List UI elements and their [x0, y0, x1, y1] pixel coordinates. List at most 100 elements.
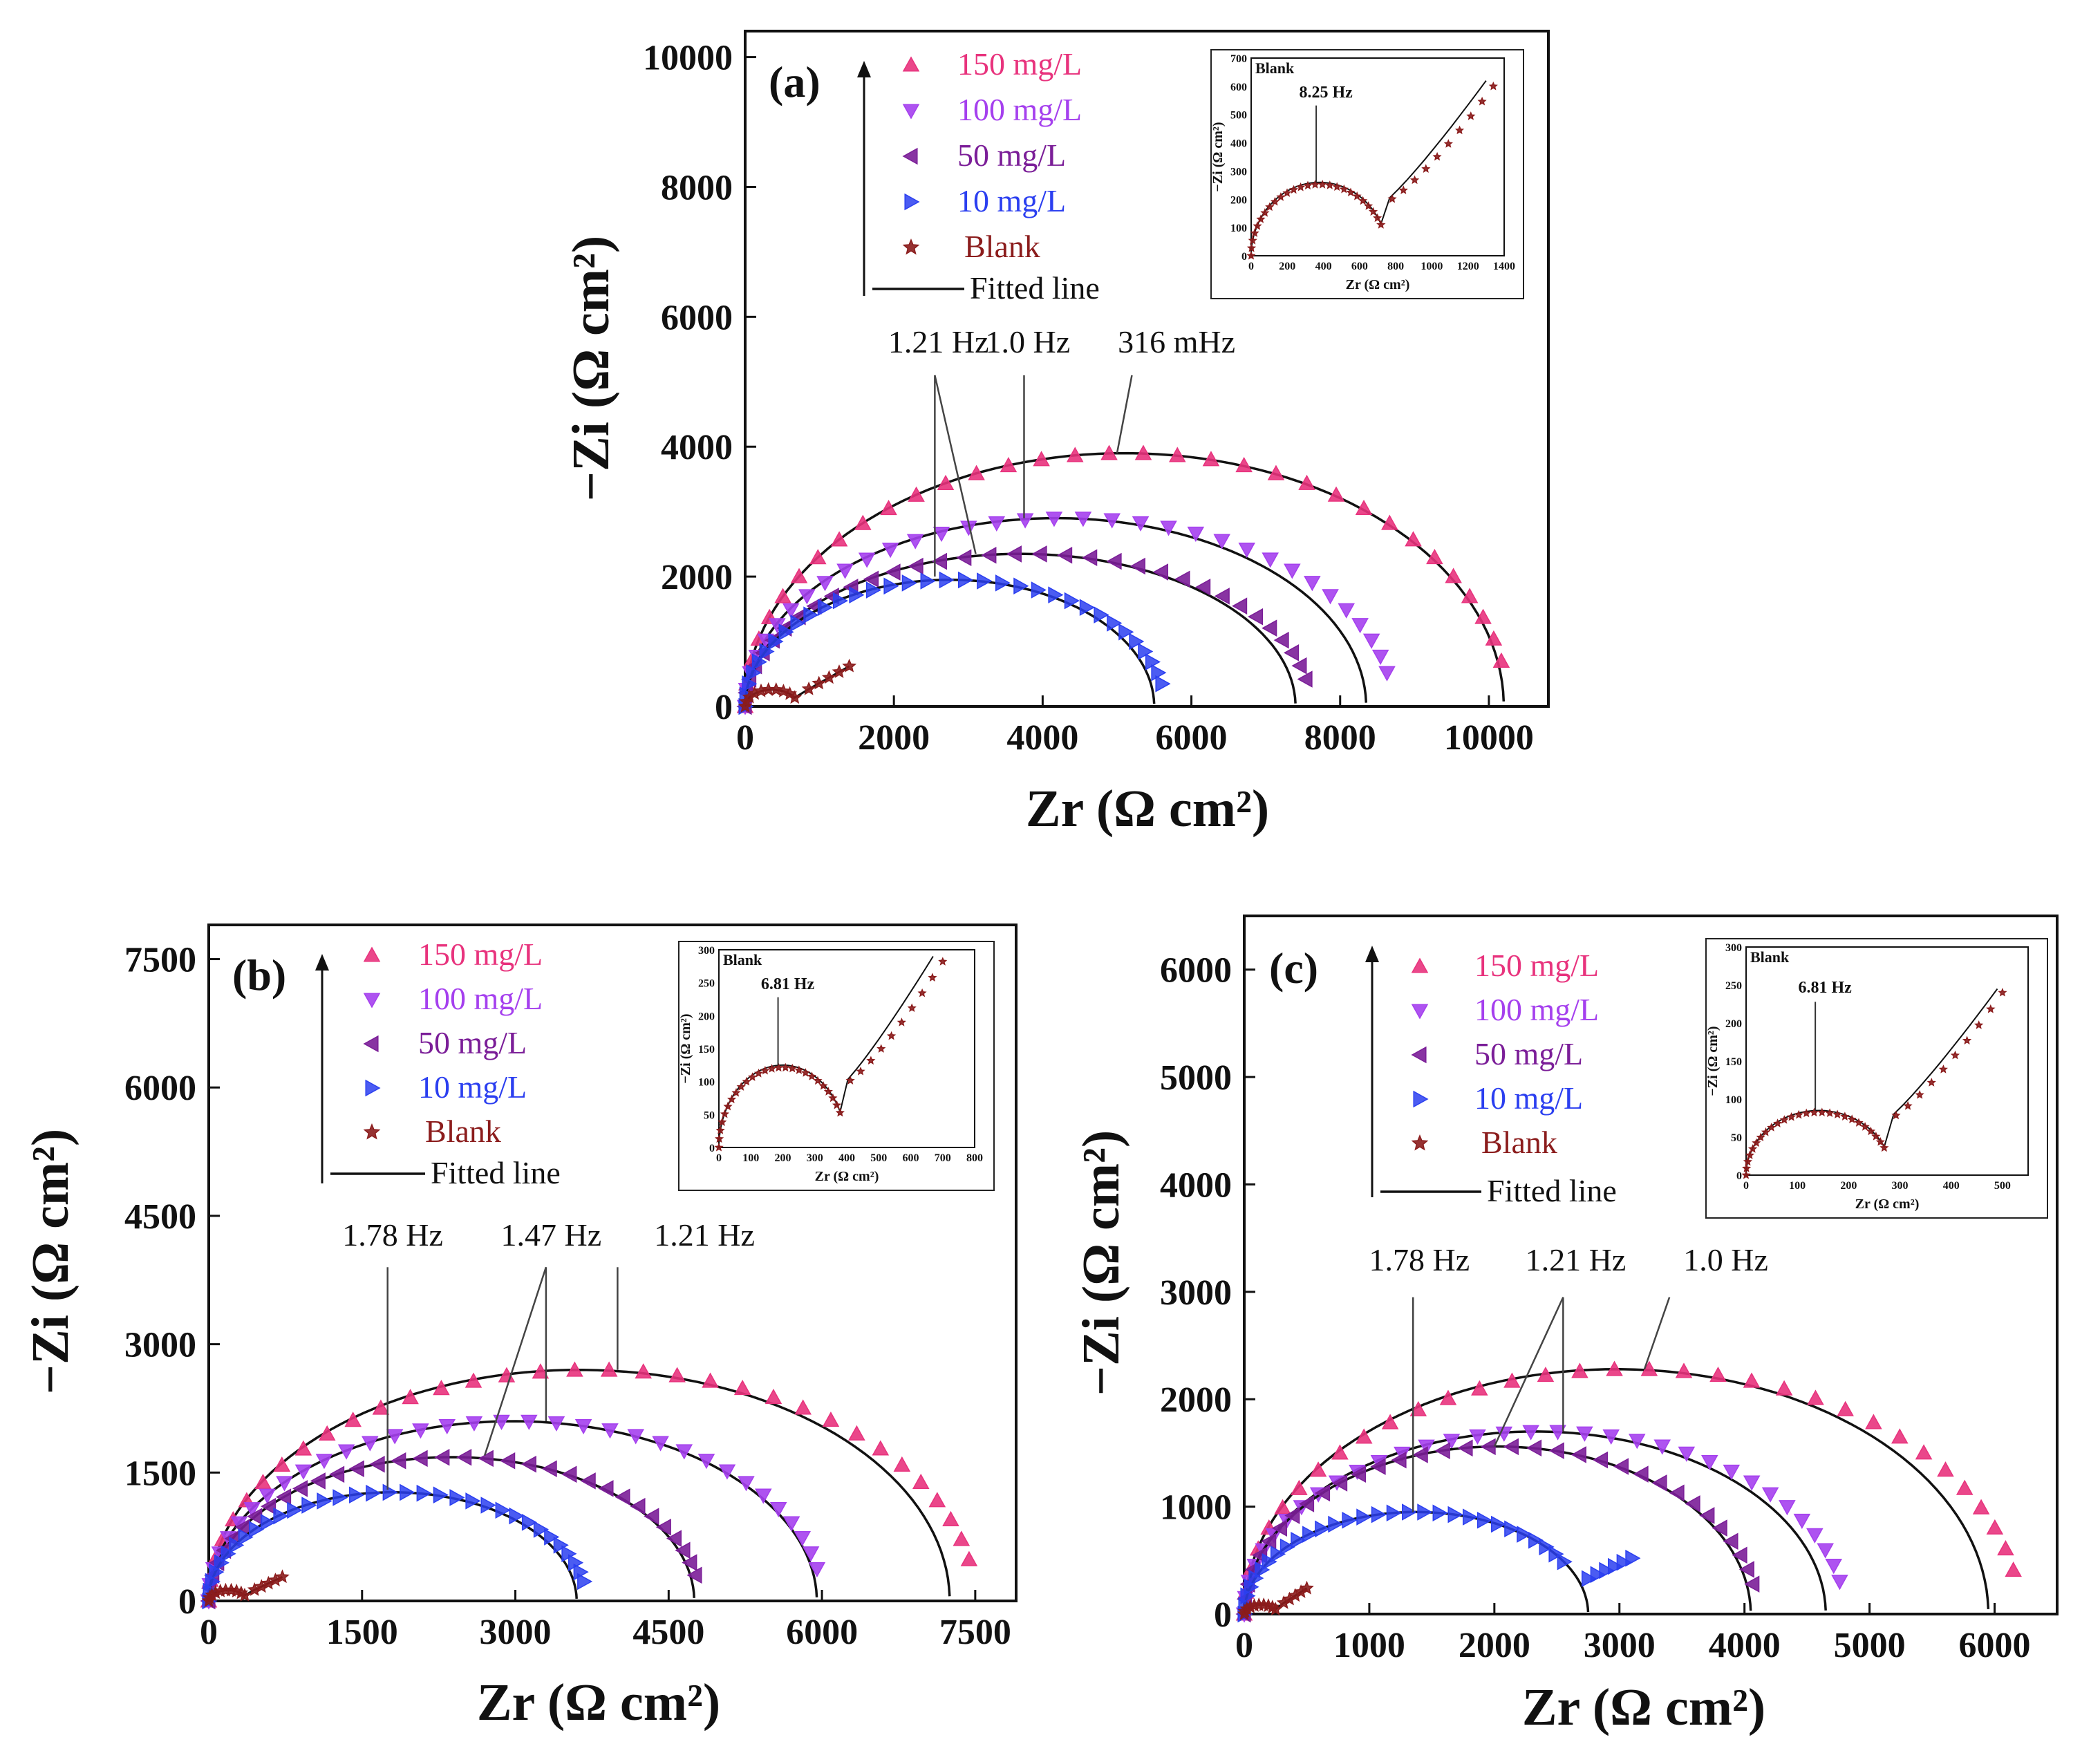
panel-a-point-s100-6 [782, 603, 800, 619]
panel-a-plot-area: 0 2000 4000 6000 8000 10000020004000600080001… [643, 30, 1550, 758]
panel-c-point-s50-8 [1299, 1495, 1315, 1512]
panel-a-point-s50-30 [1273, 631, 1289, 649]
panel-a-inset-y-title: −Zi (Ω cm²) [1210, 122, 1226, 191]
panel-a-point-s50-32 [1291, 657, 1307, 675]
panel-a-point-s150-12 [937, 474, 955, 490]
panel-b-point-s100-19 [547, 1416, 565, 1432]
panel-c-point-s150-29 [1956, 1479, 1974, 1495]
panel-b-point-s150-28 [893, 1456, 911, 1472]
panel-c-point-s100-24 [1701, 1454, 1718, 1471]
panel-c-inset-outer [1705, 938, 2048, 1219]
panel-b-inset-point-12 [760, 1065, 770, 1075]
panel-b-legend-150: 150 mg/L [418, 937, 543, 972]
panel-a-point-s150-33 [1492, 652, 1510, 668]
panel-a-point-s10-30 [1138, 643, 1154, 660]
panel-c-point-s10-33 [1607, 1557, 1624, 1575]
panel-c-point-s50-25 [1651, 1474, 1667, 1492]
panel-c-point-s10-25 [1517, 1526, 1532, 1543]
panel-c-inset-point-10 [1779, 1115, 1789, 1124]
panel-a-point-s50-21 [1106, 552, 1122, 570]
panel-a-inset-point-4 [1253, 221, 1262, 230]
panel-b-inset-point-18 [800, 1068, 810, 1077]
panel-a-point-s150-26 [1381, 514, 1398, 530]
panel-c-point-s100-21 [1628, 1434, 1646, 1450]
panel-b-inset-point-27 [856, 1066, 865, 1076]
panel-b-point-s50-33 [686, 1566, 702, 1584]
panel-c-point-s150-15 [1537, 1367, 1555, 1382]
panel-c-point-s100-15 [1469, 1429, 1486, 1445]
panel-c-point-s150-13 [1471, 1380, 1488, 1396]
panel-c-inset-point-3 [1745, 1150, 1755, 1159]
panel-b-inset-x-tick-label-6: 600 [903, 1152, 919, 1164]
panel-c-point-s10-14 [1356, 1508, 1372, 1526]
panel-c-inset-point-14 [1809, 1107, 1819, 1117]
panel-b-point-s10-27 [533, 1521, 549, 1538]
panel-b-inset-point-13 [767, 1064, 777, 1073]
panel-b-point-s150-14 [465, 1372, 482, 1388]
panel-c-point-s150-26 [1891, 1428, 1909, 1444]
panel-b-point-s100-25 [697, 1454, 715, 1470]
panel-c-point-s10-27 [1539, 1538, 1555, 1556]
panel-b: 0 1500 3000 4500 6000 75000150030004500600075… [21, 924, 1018, 1732]
panel-b-legend: 150 mg/L 100 mg/L 50 mg/L 10 mg/L Blank … [315, 937, 561, 1190]
panel-a-inset-point-27 [1398, 185, 1409, 194]
panel-a-point-blank-10 [801, 681, 816, 695]
panel-b-point-s100-28 [754, 1488, 772, 1504]
panel-b-point-s10-22 [465, 1492, 481, 1510]
panel-c-point-s50-20 [1548, 1442, 1564, 1459]
panel-a-point-s10-2 [742, 675, 758, 693]
panel-b-inset-point-3 [718, 1117, 727, 1126]
panel-a-point-s50-11 [863, 570, 879, 588]
panel-b-point-s100-26 [718, 1464, 736, 1480]
panel-c-inset-point-23 [1871, 1132, 1881, 1141]
panel-c-point-s150-19 [1675, 1362, 1693, 1378]
panel-a-point-s150-20 [1202, 451, 1220, 467]
panel-a-inset-x-tick-label-2: 400 [1315, 261, 1332, 272]
panel-b-freq-label-3: 1.21 Hz [654, 1217, 755, 1253]
panel-a-freq-label-3: 316 mHz [1118, 324, 1235, 359]
panel-a-point-s100-24 [1238, 543, 1256, 559]
panel-a-point-s50-18 [1031, 545, 1047, 563]
panel-c-point-s50-28 [1699, 1507, 1715, 1524]
panel-b-inset-point-10 [747, 1072, 758, 1081]
panel-a-point-s100-33 [1378, 666, 1396, 682]
panel-a-inset-plot-area: 0 200 400 600 800 1000 1200 1400 0 100 200 300 400 50… [1210, 49, 1524, 299]
panel-a-inset-x-tick-label-7: 1400 [1493, 261, 1515, 272]
panel-b-x-tick-label-4: 6000 [786, 1613, 858, 1652]
panel-a-legend-fitted: Fitted line [970, 270, 1100, 306]
panel-c-legend-10: 10 mg/L [1474, 1080, 1583, 1116]
panel-c-inset-point-5 [1752, 1138, 1761, 1147]
panel-b-x-tick-label-3: 4500 [632, 1613, 704, 1652]
panel-b-point-s10-19 [416, 1484, 432, 1502]
panel-c-inset-point-11 [1786, 1112, 1797, 1121]
panel-b-point-s100-27 [738, 1476, 755, 1492]
panel-a-point-s100-25 [1262, 552, 1279, 568]
panel-b-point-s100-23 [652, 1436, 669, 1452]
panel-b-inset-point-14 [774, 1062, 784, 1072]
panel-a-point-s150-31 [1474, 608, 1492, 624]
panel-b-point-s50-24 [580, 1472, 596, 1490]
panel-b-inset-freq-label: 6.81 Hz [761, 975, 815, 993]
panel-a-inset-y-tick-label-4: 400 [1230, 138, 1247, 150]
panel-a-point-s150-16 [1066, 447, 1084, 462]
panel-b-inset-point-23 [828, 1093, 838, 1103]
panel-b-legend-blank: Blank [425, 1114, 501, 1149]
panel-b-point-s50-8 [261, 1497, 276, 1515]
panel-c-inset-point-21 [1860, 1122, 1870, 1131]
panel-c-point-s150-23 [1807, 1389, 1824, 1405]
panel-c-point-s10-34 [1616, 1553, 1632, 1571]
panel-b-point-s10-23 [480, 1497, 496, 1514]
panel-c-y-tick-label-6: 6000 [1160, 951, 1232, 991]
panel-a-label: (a) [769, 57, 821, 106]
panel-a-point-blank-12 [821, 670, 836, 684]
panel-b-point-s150-9 [318, 1425, 336, 1441]
panel-a-point-s50-25 [1195, 579, 1211, 596]
panel-b-inset-x-tick-label-0: 0 [716, 1152, 722, 1164]
panel-a-point-s50-26 [1214, 588, 1230, 605]
panel-a-inset-y-tick-label-2: 200 [1230, 194, 1247, 206]
panel-b-point-s100-18 [521, 1414, 538, 1430]
panel-c-point-s50-11 [1350, 1465, 1367, 1483]
panel-a-point-s10-14 [883, 577, 899, 595]
panel-a-point-s10-16 [920, 572, 936, 590]
